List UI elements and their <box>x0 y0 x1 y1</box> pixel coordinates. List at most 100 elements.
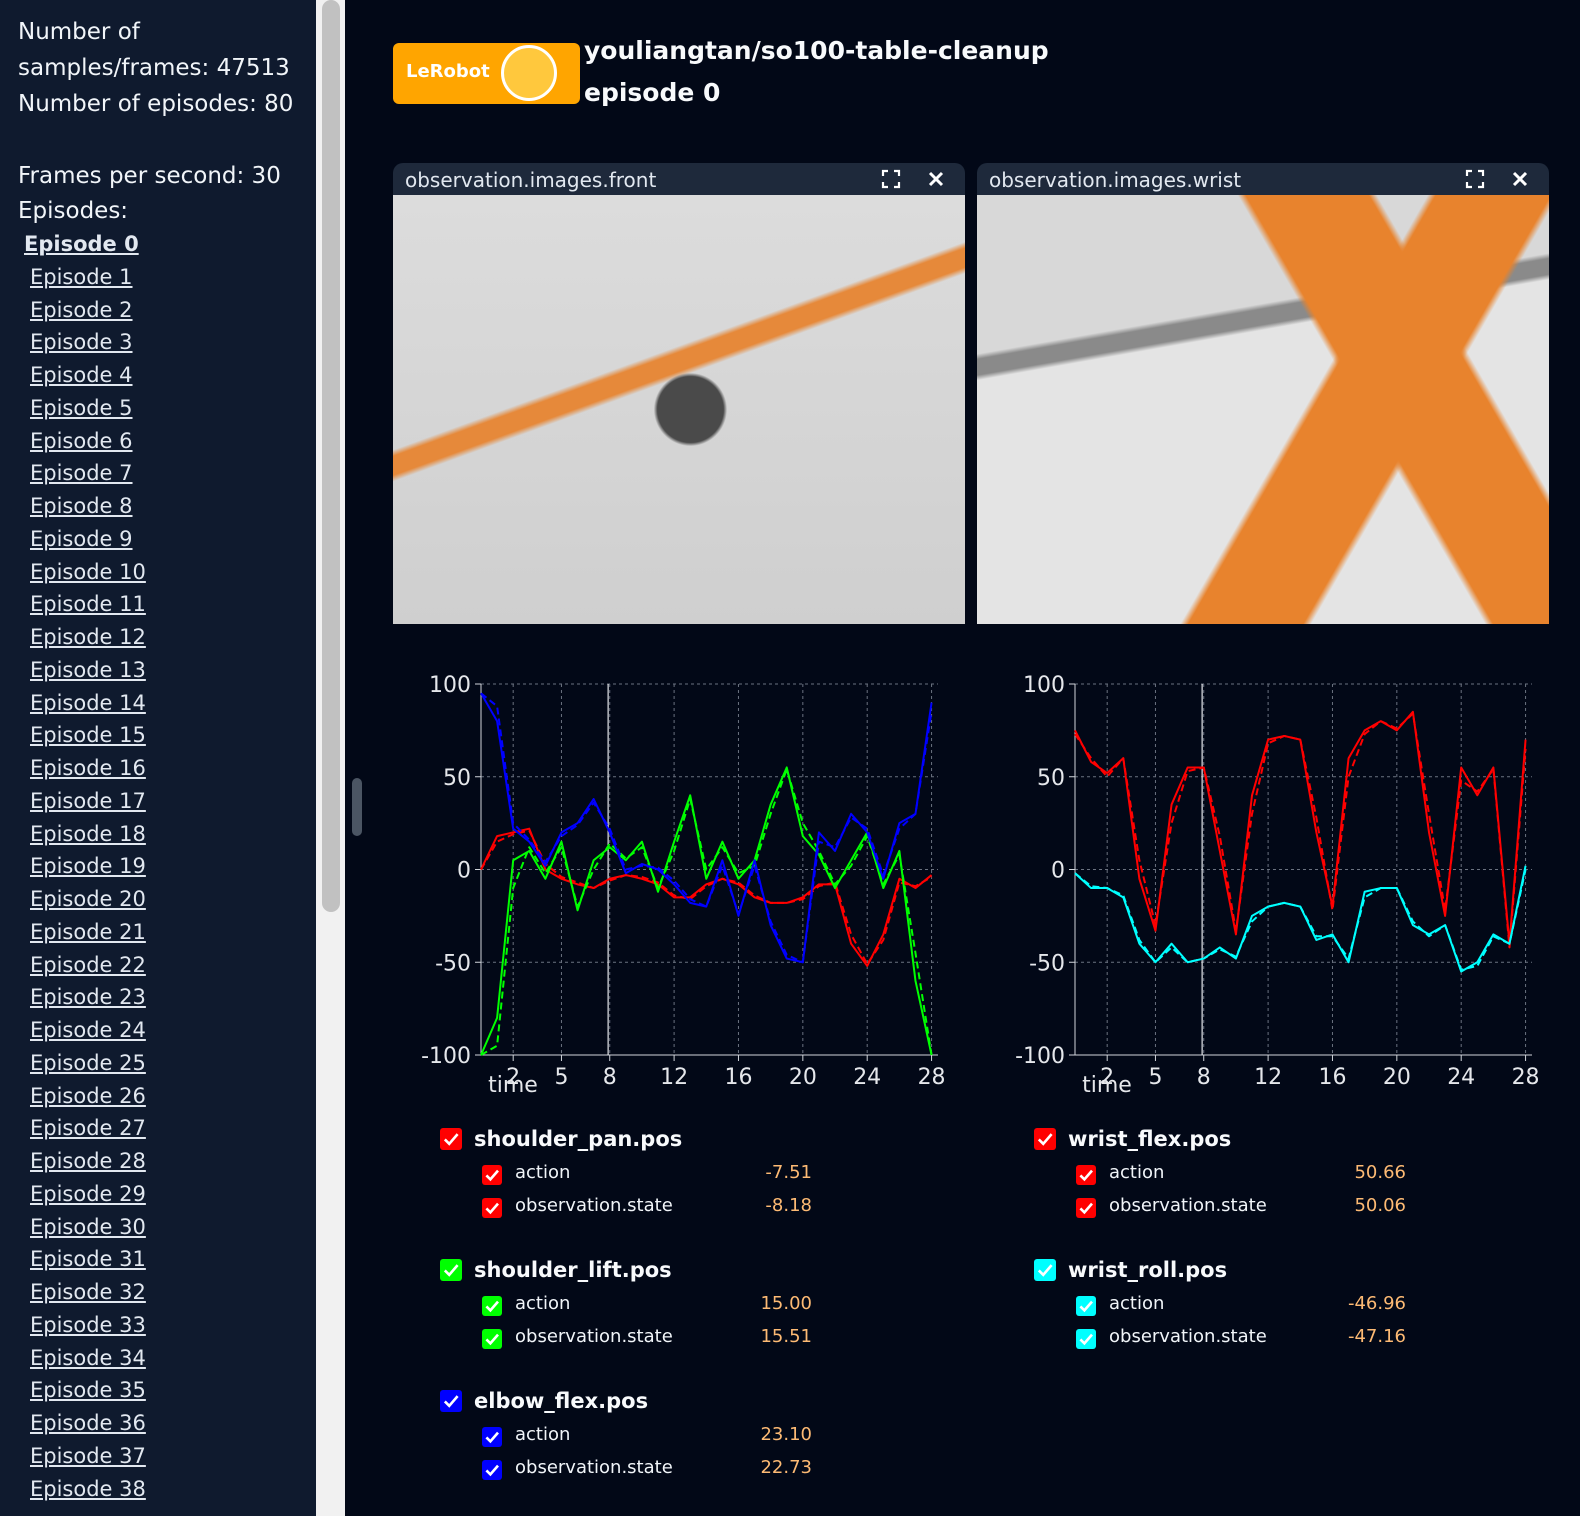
episode-link[interactable]: Episode 22 <box>30 952 146 977</box>
checkbox[interactable] <box>440 1390 462 1412</box>
episode-link[interactable]: Episode 4 <box>30 363 133 387</box>
episode-link[interactable]: Episode 28 <box>30 1149 146 1173</box>
episode-link[interactable]: Episode 35 <box>30 1378 146 1403</box>
checkbox-box <box>1076 1329 1096 1349</box>
series-line <box>1074 865 1527 973</box>
episode-link[interactable]: Episode 34 <box>30 1345 146 1370</box>
checkbox[interactable] <box>482 1427 502 1447</box>
episode-link[interactable]: Episode 14 <box>30 690 146 715</box>
checkbox[interactable] <box>1076 1296 1096 1316</box>
checkbox[interactable] <box>1076 1165 1096 1185</box>
checkbox[interactable] <box>482 1329 502 1349</box>
checkbox-box <box>482 1296 502 1316</box>
resize-handle[interactable] <box>352 778 362 836</box>
episode-link[interactable]: Episode 10 <box>30 559 146 584</box>
video-title: observation.images.wrist <box>989 168 1242 192</box>
episode-link[interactable]: Episode 30 <box>30 1214 146 1239</box>
episode-link[interactable]: Episode 31 <box>30 1247 146 1272</box>
legend-group-label: elbow_flex.pos <box>474 1389 648 1413</box>
video-title: observation.images.front <box>405 168 657 192</box>
checkbox[interactable] <box>1076 1329 1096 1349</box>
checkmark <box>1079 1202 1093 1215</box>
episode-link[interactable]: Episode 25 <box>30 1050 146 1075</box>
episode-link[interactable]: Episode 33 <box>30 1312 146 1337</box>
legend-group-label: shoulder_pan.pos <box>474 1127 682 1151</box>
episode-link[interactable]: Episode 26 <box>30 1083 146 1108</box>
series-line <box>480 827 933 967</box>
episode-link[interactable]: Episode 0 <box>24 232 139 256</box>
legend-series-label: action <box>515 1162 570 1183</box>
legend-series-label: observation.state <box>515 1457 673 1478</box>
episode-link[interactable]: Episode 20 <box>30 887 146 911</box>
checkbox[interactable] <box>482 1165 502 1185</box>
x-axis-label: time <box>1082 1073 1132 1098</box>
close-button[interactable] <box>1510 169 1530 189</box>
series-line <box>480 692 933 964</box>
episode-link[interactable]: Episode 18 <box>30 821 146 846</box>
checkbox-box <box>1076 1165 1096 1185</box>
logo: LeRobot <box>393 43 580 104</box>
checkbox[interactable] <box>1076 1198 1096 1218</box>
fullscreen-button[interactable] <box>881 169 901 189</box>
y-tick-label: -50 <box>1029 951 1065 976</box>
legend-value: -47.16 <box>1348 1326 1406 1347</box>
episode-link[interactable]: Episode 21 <box>30 919 146 944</box>
fullscreen-button[interactable] <box>1465 169 1485 189</box>
checkbox[interactable] <box>482 1460 502 1480</box>
legend-value: -8.18 <box>765 1195 812 1216</box>
checkbox[interactable] <box>1034 1128 1056 1150</box>
checkbox[interactable] <box>482 1296 502 1316</box>
episode-link[interactable]: Episode 11 <box>30 592 146 617</box>
stat-text: Number of samples/frames: 47513 <box>18 19 290 81</box>
episode-link[interactable]: Episode 17 <box>30 788 146 813</box>
legend-group-label: wrist_roll.pos <box>1068 1258 1227 1282</box>
checkbox-box <box>482 1460 502 1480</box>
scrollbar-thumb[interactable] <box>322 0 340 912</box>
episode-link[interactable]: Episode 5 <box>30 395 133 420</box>
y-tick-label: -100 <box>1015 1044 1065 1069</box>
episode-link[interactable]: Episode 13 <box>30 657 146 682</box>
logo-text: LeRobot <box>406 61 490 82</box>
x-tick-label: 20 <box>1383 1065 1411 1090</box>
checkbox[interactable] <box>440 1259 462 1281</box>
episode-link[interactable]: Episode 27 <box>30 1116 146 1141</box>
episode-link[interactable]: Episode 24 <box>30 1018 146 1042</box>
episodes-heading: Episodes: <box>18 198 129 224</box>
episode-link[interactable]: Episode 37 <box>30 1443 146 1468</box>
episode-link[interactable]: Episode 12 <box>30 625 146 649</box>
episode-link[interactable]: Episode 29 <box>30 1181 146 1206</box>
checkbox[interactable] <box>482 1198 502 1218</box>
checkmark <box>1079 1169 1093 1182</box>
episode-link[interactable]: Episode 7 <box>30 461 133 486</box>
episode-link[interactable]: Episode 16 <box>30 756 146 780</box>
episode-link[interactable]: Episode 38 <box>30 1476 146 1501</box>
checkbox-box <box>1034 1128 1056 1150</box>
legend-value: -7.51 <box>765 1162 812 1183</box>
checkbox[interactable] <box>440 1128 462 1150</box>
episode-link[interactable]: Episode 1 <box>30 264 133 289</box>
legend-series-label: action <box>1109 1293 1164 1314</box>
checkmark <box>1079 1333 1093 1346</box>
episode-link[interactable]: Episode 15 <box>30 723 146 748</box>
episode-link[interactable]: Episode 36 <box>30 1411 146 1435</box>
episode-link[interactable]: Episode 19 <box>30 854 146 879</box>
episode-link[interactable]: Episode 6 <box>30 428 133 453</box>
episode-link[interactable]: Episode 2 <box>30 297 133 322</box>
close-button[interactable] <box>926 169 946 189</box>
checkmark <box>485 1300 499 1313</box>
episode-link[interactable]: Episode 8 <box>30 494 133 518</box>
series-line <box>1074 712 1527 949</box>
episode-link[interactable]: Episode 23 <box>30 985 146 1010</box>
checkmark <box>485 1333 499 1346</box>
x-tick-label: 5 <box>554 1065 568 1090</box>
episode-link[interactable]: Episode 9 <box>30 526 133 551</box>
checkmark <box>443 1133 459 1146</box>
x-axis-label: time <box>488 1073 538 1098</box>
episode-link[interactable]: Episode 32 <box>30 1280 146 1304</box>
stat-text: Number of episodes: 80 <box>18 91 294 117</box>
checkbox-box <box>1034 1259 1056 1281</box>
checkbox[interactable] <box>1034 1259 1056 1281</box>
episode-link[interactable]: Episode 3 <box>30 330 133 355</box>
